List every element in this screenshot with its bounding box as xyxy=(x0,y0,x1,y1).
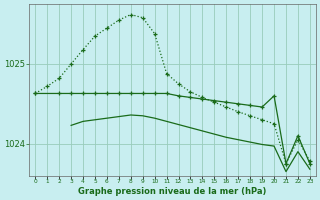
X-axis label: Graphe pression niveau de la mer (hPa): Graphe pression niveau de la mer (hPa) xyxy=(78,187,267,196)
